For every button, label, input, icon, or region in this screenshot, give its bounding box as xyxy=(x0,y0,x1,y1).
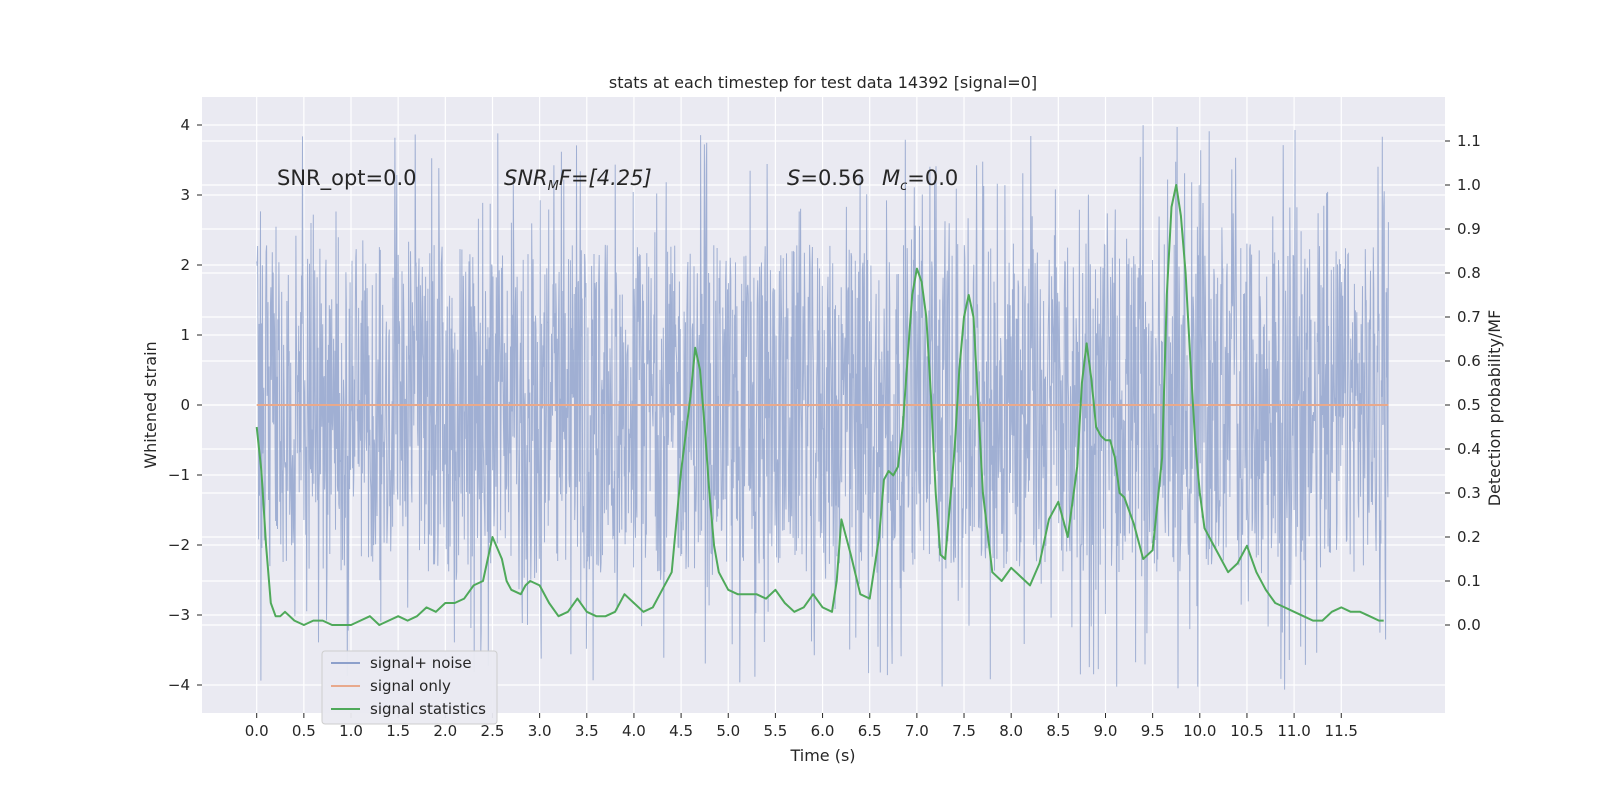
s-symbol: S xyxy=(787,166,800,190)
x-tick-label: 1.5 xyxy=(386,722,410,740)
x-tick-label: 6.5 xyxy=(858,722,882,740)
y-left-tick-label: −2 xyxy=(168,536,190,554)
series-signal-noise xyxy=(256,125,1389,690)
x-tick-label: 9.5 xyxy=(1141,722,1165,740)
mc-subscript: c xyxy=(900,179,907,194)
legend-label-statistics: signal statistics xyxy=(370,700,486,718)
y-right-tick-label: 0.3 xyxy=(1457,484,1481,502)
x-axis-label: Time (s) xyxy=(789,746,855,765)
y-axis-right-ticks: 1.1 1.0 0.9 0.8 0.7 0.6 0.5 0.4 0.3 0.2 0.1 0.0 xyxy=(1445,132,1481,634)
y-axis-left-ticks: 4 3 2 1 0 −1 −2 −3 −4 xyxy=(168,116,202,694)
legend-box xyxy=(321,650,498,725)
y-left-tick-label: 0 xyxy=(180,396,190,414)
y-right-tick-label: 1.1 xyxy=(1457,132,1481,150)
y-left-tick-label: −4 xyxy=(168,676,190,694)
snr-mf-subscript: M xyxy=(548,179,559,194)
x-tick-label: 8.5 xyxy=(1046,722,1070,740)
y-right-tick-label: 1.0 xyxy=(1457,176,1481,194)
y-right-tick-label: 0.5 xyxy=(1457,396,1481,414)
noise-line xyxy=(256,125,1389,690)
x-tick-label: 7.0 xyxy=(905,722,929,740)
snr-mf-symbol: SNR xyxy=(504,166,548,190)
annotation-s: S=0.56 xyxy=(787,166,865,190)
y-right-tick-label: 0.1 xyxy=(1457,572,1481,590)
x-tick-label: 0.5 xyxy=(292,722,316,740)
y-axis-right-label: Detection probability/MF xyxy=(1485,310,1504,507)
x-tick-label: 3.5 xyxy=(575,722,599,740)
series-signal-statistics xyxy=(255,184,1384,626)
y-right-tick-label: 0.8 xyxy=(1457,264,1481,282)
x-axis-ticks: 0.0 0.5 1.0 1.5 2.0 2.5 3.0 3.5 4.0 4.5 5.0 5.5 6.0 6… xyxy=(245,713,1358,740)
x-tick-label: 5.0 xyxy=(716,722,740,740)
y-axis-left-label: Whitened strain xyxy=(141,341,160,468)
x-tick-label: 9.0 xyxy=(1094,722,1118,740)
y-right-tick-label: 0.2 xyxy=(1457,528,1481,546)
y-left-tick-label: 1 xyxy=(180,326,190,344)
annotation-snr-opt: SNR_opt=0.0 xyxy=(277,166,417,191)
legend-label-noise: signal+ noise xyxy=(370,654,472,672)
legend-label-signal: signal only xyxy=(370,677,451,695)
mc-symbol: M xyxy=(882,166,900,190)
x-tick-label: 2.0 xyxy=(433,722,457,740)
y-left-tick-label: 3 xyxy=(180,186,190,204)
y-right-tick-label: 0.9 xyxy=(1457,220,1481,238)
y-right-tick-label: 0.6 xyxy=(1457,352,1481,370)
annotation-snr-mf: SNRMF=[4.25] xyxy=(504,166,652,194)
x-tick-label: 5.5 xyxy=(763,722,787,740)
x-tick-label: 11.5 xyxy=(1325,722,1358,740)
legend: signal+ noise signal only signal statist… xyxy=(321,650,498,725)
x-tick-label: 4.5 xyxy=(669,722,693,740)
x-tick-label: 3.0 xyxy=(528,722,552,740)
y-right-tick-label: 0.7 xyxy=(1457,308,1481,326)
x-tick-label: 4.0 xyxy=(622,722,646,740)
chart-title: stats at each timestep for test data 143… xyxy=(609,73,1037,92)
annotation-mc: Mc=0.0 xyxy=(882,166,958,194)
y-left-tick-label: −1 xyxy=(168,466,190,484)
y-right-tick-label: 0.4 xyxy=(1457,440,1481,458)
x-tick-label: 7.5 xyxy=(952,722,976,740)
x-tick-label: 11.0 xyxy=(1277,722,1310,740)
snr-mf-value: F=[4.25] xyxy=(559,166,652,190)
statistics-line xyxy=(255,184,1384,626)
y-left-tick-label: −3 xyxy=(168,606,190,624)
x-tick-label: 2.5 xyxy=(481,722,505,740)
y-right-tick-label: 0.0 xyxy=(1457,616,1481,634)
s-value: =0.56 xyxy=(800,166,864,190)
x-tick-label: 10.0 xyxy=(1183,722,1216,740)
y-left-tick-label: 4 xyxy=(180,116,190,134)
x-tick-label: 6.0 xyxy=(811,722,835,740)
y-left-tick-label: 2 xyxy=(180,256,190,274)
x-tick-label: 10.5 xyxy=(1230,722,1263,740)
x-tick-label: 8.0 xyxy=(999,722,1023,740)
x-tick-label: 1.0 xyxy=(339,722,363,740)
x-tick-label: 0.0 xyxy=(245,722,269,740)
mc-value: =0.0 xyxy=(907,166,958,190)
